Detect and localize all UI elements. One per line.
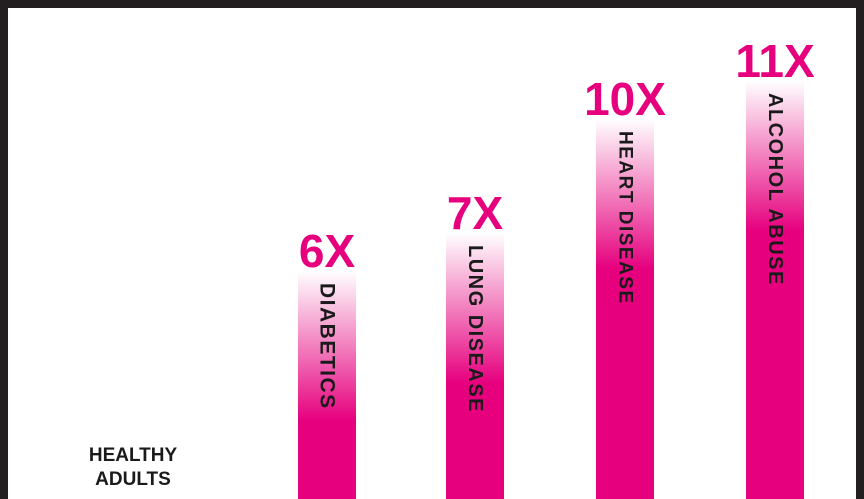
category-label: LUNG DISEASE [464, 245, 486, 413]
value-label: 10X [584, 73, 666, 125]
value-label: 6X [299, 225, 356, 277]
baseline-category: HEALTHY ADULTS [89, 445, 178, 490]
category-label: HEART DISEASE [615, 131, 636, 305]
category-label: ALCOHOL ABUSE [764, 93, 786, 286]
value-label: 11X [735, 35, 815, 87]
bar-lung-disease [446, 233, 504, 499]
bar-chart: HEALTHY ADULTS 6X DIABETICS 7X LUNG DISEASE… [89, 35, 815, 499]
baseline-label-line-2: ADULTS [95, 469, 171, 490]
value-label: 7X [447, 187, 504, 239]
bar-alcohol-abuse [746, 81, 804, 499]
bar-series: 6X DIABETICS 7X LUNG DISEASE 10X HEART DISEAS… [298, 35, 815, 499]
category-label: DIABETICS [316, 283, 339, 410]
bar-diabetics [298, 271, 356, 499]
bar-heart-disease [596, 119, 654, 499]
baseline-label-line-1: HEALTHY [89, 445, 178, 466]
